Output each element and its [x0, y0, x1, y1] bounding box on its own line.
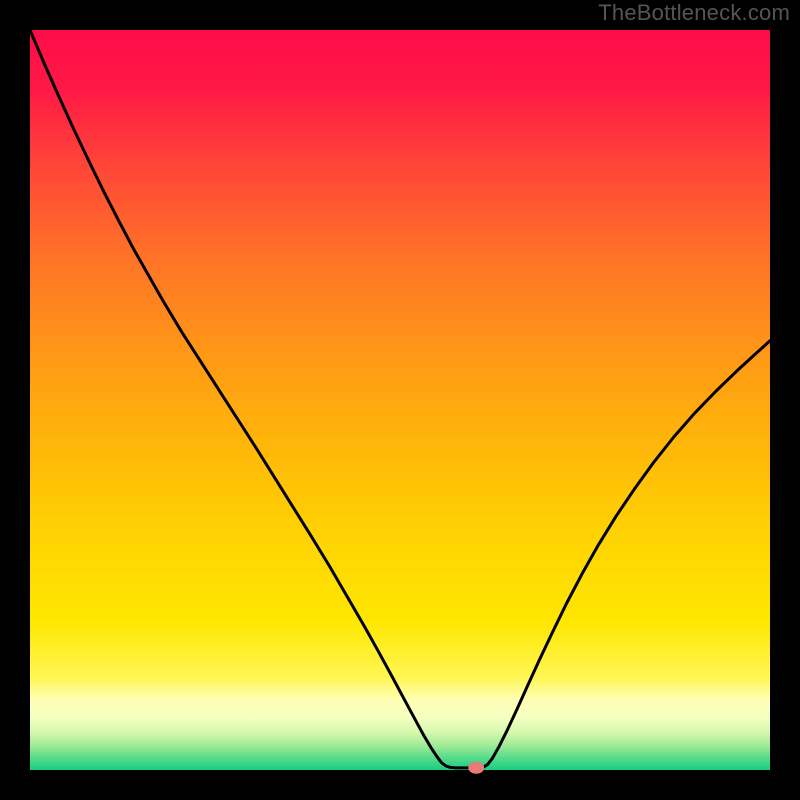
plot-background	[30, 30, 770, 770]
optimal-point-marker	[468, 762, 484, 774]
bottleneck-chart	[0, 0, 800, 800]
chart-container: TheBottleneck.com	[0, 0, 800, 800]
watermark-text: TheBottleneck.com	[598, 0, 790, 26]
